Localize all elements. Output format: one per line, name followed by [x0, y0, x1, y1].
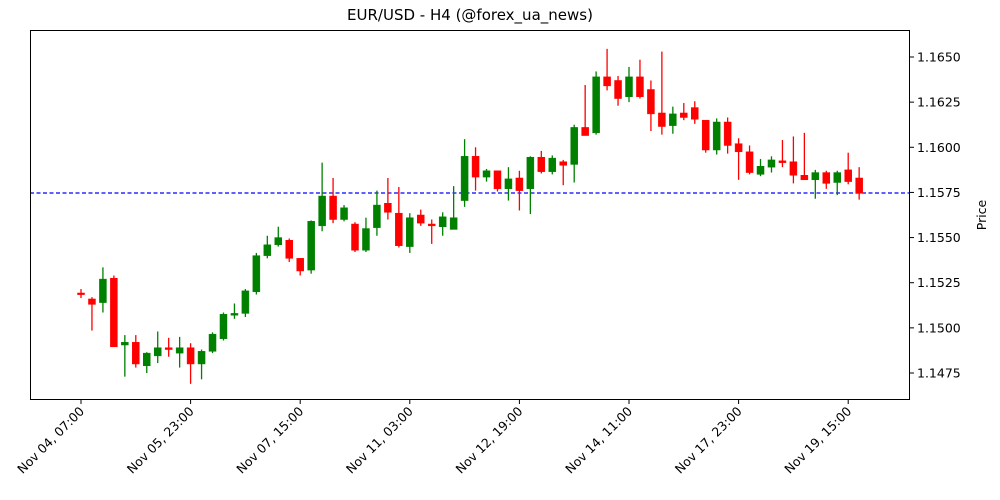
candle	[153, 331, 162, 364]
candle	[362, 217, 370, 253]
candle	[778, 140, 787, 168]
candle	[691, 101, 699, 124]
candle	[241, 289, 250, 318]
candle	[274, 226, 283, 247]
y-tick-label: 1.1600	[917, 140, 961, 155]
candle	[449, 186, 458, 230]
candle	[625, 66, 633, 103]
candle	[789, 136, 798, 184]
y-tick-label: 1.1650	[917, 50, 961, 65]
candle	[833, 170, 841, 196]
candle	[110, 275, 118, 348]
candle	[88, 297, 96, 331]
y-tick-label: 1.1575	[917, 185, 961, 200]
candle	[132, 335, 140, 368]
candle	[164, 337, 173, 357]
x-tick-label: Nov 12, 19:00	[453, 403, 526, 476]
candle	[252, 252, 261, 295]
candle	[77, 289, 85, 299]
candle	[723, 117, 732, 154]
candle	[559, 159, 567, 186]
candle	[307, 220, 315, 274]
candle	[340, 205, 348, 222]
candle	[493, 170, 502, 192]
x-tick-label: Nov 19, 15:00	[781, 403, 854, 476]
x-tick-label: Nov 04, 07:00	[14, 403, 87, 476]
candle	[329, 177, 337, 224]
x-tick-label: Nov 07, 15:00	[233, 403, 306, 476]
x-tick-label: Nov 17, 23:00	[672, 403, 745, 476]
plot-frame	[30, 30, 910, 400]
y-axis-label: Price	[974, 199, 989, 230]
candle	[701, 119, 710, 153]
candles	[77, 48, 863, 384]
candle	[669, 106, 677, 134]
candle	[767, 156, 776, 173]
y-tick-label: 1.1550	[917, 230, 961, 245]
candle	[811, 169, 820, 199]
candle	[175, 336, 184, 368]
x-tick-label: Nov 14, 11:00	[562, 403, 635, 476]
candle	[143, 352, 151, 373]
candle	[537, 150, 546, 174]
candle	[351, 222, 359, 253]
candle	[658, 51, 666, 135]
chart-title: EUR/USD - H4 (@forex_ua_news)	[347, 6, 593, 24]
candle	[603, 48, 611, 91]
candle	[647, 80, 655, 132]
candle	[526, 156, 535, 215]
candle	[482, 168, 491, 182]
candle	[460, 139, 469, 207]
candle	[296, 258, 304, 276]
candle	[592, 71, 600, 135]
candle	[285, 238, 293, 262]
candle	[406, 213, 414, 253]
candle	[745, 145, 754, 175]
x-tick-label: Nov 05, 23:00	[124, 403, 197, 476]
x-axis: Nov 04, 07:00 Nov 05, 23:00 Nov 07, 15:00 N…	[14, 400, 854, 477]
candle	[680, 103, 688, 121]
y-tick-label: 1.1500	[917, 320, 961, 335]
candle	[395, 187, 403, 248]
candle	[438, 212, 447, 236]
candle	[570, 124, 578, 183]
candle	[208, 332, 217, 354]
candle	[427, 219, 436, 244]
candle	[844, 152, 852, 185]
candle	[712, 118, 721, 155]
candle	[614, 75, 622, 106]
candle	[121, 335, 129, 377]
candle	[800, 132, 809, 181]
candle	[186, 343, 195, 384]
candle	[384, 177, 392, 220]
candle	[219, 312, 228, 341]
candle	[548, 155, 557, 175]
y-tick-label: 1.1525	[917, 275, 961, 290]
candle	[197, 349, 206, 380]
candle	[581, 84, 589, 136]
candle	[515, 170, 524, 211]
y-tick-label: 1.1475	[917, 366, 961, 381]
candle	[471, 147, 480, 191]
candle	[734, 138, 743, 180]
candle	[504, 167, 513, 201]
candle	[373, 190, 381, 236]
y-tick-label: 1.1625	[917, 95, 961, 110]
candle	[263, 235, 272, 259]
candle	[230, 303, 239, 319]
candle	[99, 267, 107, 313]
candle	[636, 59, 644, 99]
candle	[318, 162, 326, 232]
candle	[855, 167, 863, 200]
candle	[756, 159, 765, 177]
x-tick-label: Nov 11, 03:00	[343, 403, 416, 476]
candle	[822, 170, 831, 189]
candle	[417, 209, 425, 226]
y-axis: 1.1475 1.1500 1.1525 1.1550 1.1575 1.1600 1.16…	[910, 50, 961, 381]
